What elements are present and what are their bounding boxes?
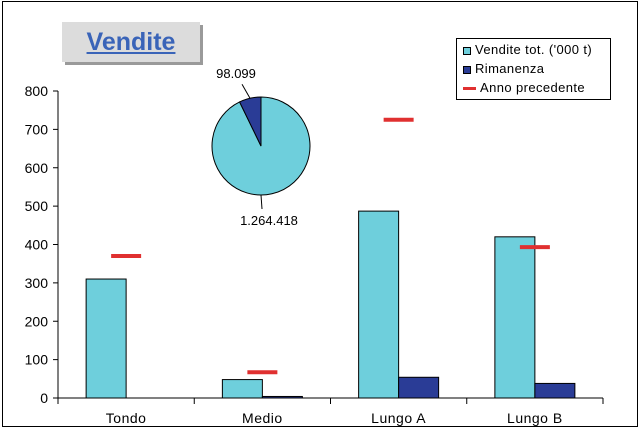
pie-leader-rimanenza [241,84,251,99]
bar-rimanenza [534,382,576,399]
legend-item-rimanenza: Rimanenza [463,60,544,77]
chart-title: Vendite [86,28,176,56]
y-tick-label: 400 [25,237,49,253]
chart-title-box: Vendite [62,22,200,62]
pie-chart: 98.099 1.264.418 [211,66,311,228]
pie-slice-rimanenza [238,96,262,147]
legend-swatch-anno-precedente [463,87,476,91]
bar-vendite [85,278,127,399]
x-tick-label: Lungo A [371,410,426,426]
pie-label-vendite: 1.264.418 [240,213,298,228]
chart-legend: Vendite tot. ('000 t) Rimanenza Anno pre… [456,38,611,100]
y-tick-label: 300 [25,275,49,291]
legend-label-anno-precedente: Anno precedente [480,80,586,95]
legend-item-vendite: Vendite tot. ('000 t) [463,41,592,58]
y-tick-label: 200 [25,313,49,329]
bar-vendite [494,236,536,399]
pie-leader-vendite [260,194,263,210]
bar-vendite [221,379,263,399]
x-tick-label: Medio [242,410,283,426]
legend-swatch-vendite [463,46,471,55]
chart-axes: 0 100 200 300 400 500 600 700 800 Tondo Medio Lungo… [25,83,604,426]
y-tick-label: 100 [25,352,49,368]
bar-rimanenza [261,395,303,399]
legend-label-vendite: Vendite tot. ('000 t) [475,42,593,57]
x-tick-label: Tondo [106,410,147,426]
bar-series-group [85,210,576,399]
y-tick-label: 500 [25,198,49,214]
y-tick-label: 0 [40,390,48,406]
y-tick-label: 600 [25,160,49,176]
legend-item-anno-precedente: Anno precedente [463,79,585,96]
previous-year-markers [111,117,550,375]
bar-rimanenza [398,376,440,399]
bar-vendite [358,210,400,399]
legend-swatch-rimanenza [463,65,471,74]
x-tick-label: Lungo B [507,410,563,426]
legend-label-rimanenza: Rimanenza [475,61,545,76]
pie-label-rimanenza: 98.099 [216,66,256,81]
y-tick-label: 800 [25,83,49,99]
y-tick-label: 700 [25,121,49,137]
